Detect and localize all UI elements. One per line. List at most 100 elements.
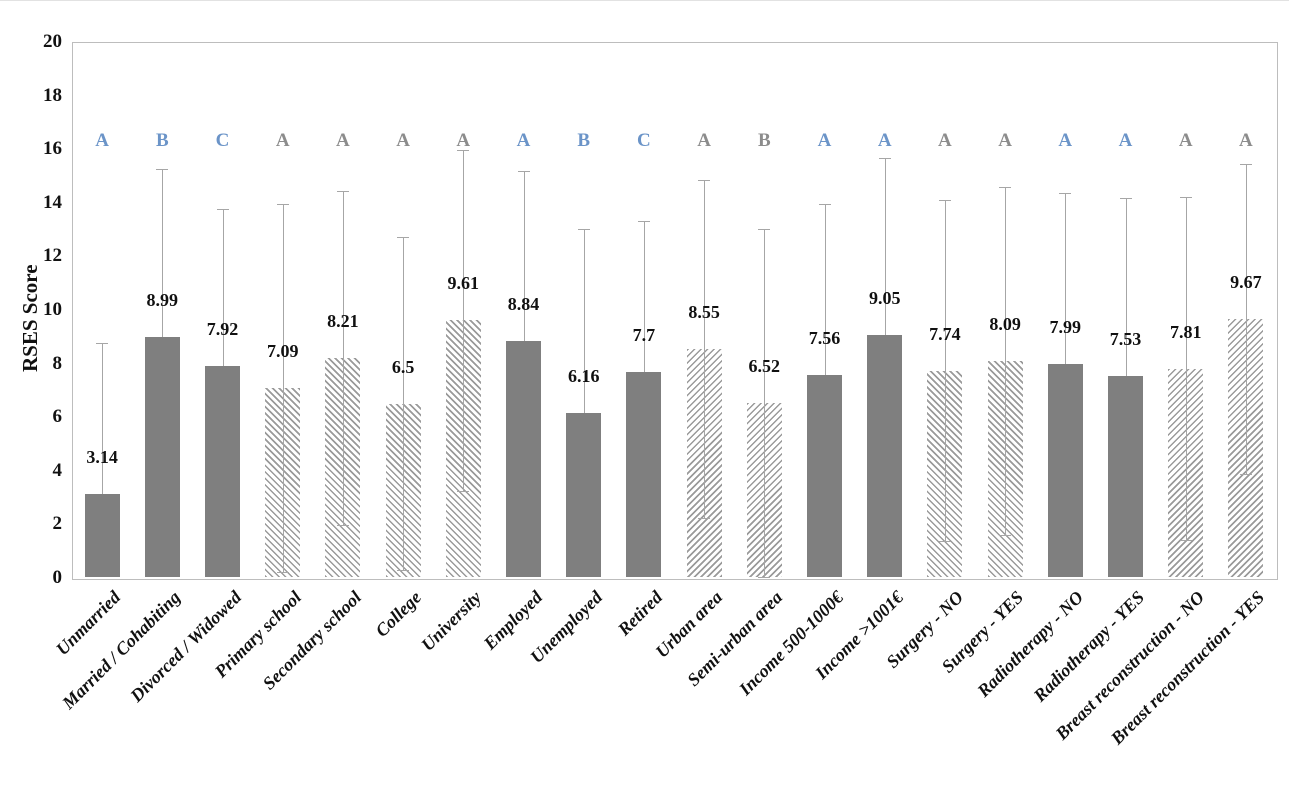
error-bar-cap-bottom: [336, 524, 349, 526]
y-tick-label: 10: [43, 299, 62, 320]
error-bar-cap-bottom: [1239, 473, 1252, 475]
error-bar-cap-top: [517, 170, 530, 172]
bar: [1047, 363, 1083, 577]
error-bar-cap-bottom: [276, 572, 289, 574]
error-bar-line: [342, 191, 344, 525]
significance-letter: A: [516, 130, 531, 151]
bar: [867, 335, 903, 577]
error-bar-cap-top: [637, 221, 650, 223]
error-bar-cap-bottom: [457, 490, 470, 492]
y-tick-label: 16: [43, 138, 62, 160]
value-label: 8.21: [327, 310, 359, 331]
significance-letter: A: [275, 130, 290, 151]
error-bar-cap-top: [1119, 197, 1132, 199]
value-label: 7.92: [206, 318, 239, 339]
error-bar-cap-top: [577, 229, 590, 231]
value-label: 8.09: [989, 314, 1021, 335]
error-bar-line: [643, 221, 645, 372]
significance-letter: A: [817, 130, 832, 151]
error-bar-line: [403, 237, 405, 571]
error-bar-cap-top: [999, 186, 1012, 188]
value-label: 7.53: [1109, 329, 1142, 350]
error-bar-line: [1125, 197, 1127, 377]
error-bar-line: [704, 180, 706, 518]
value-label: 6.5: [391, 356, 415, 377]
bar: [84, 493, 120, 577]
value-label: 6.16: [567, 365, 600, 386]
error-bar-line: [764, 229, 766, 578]
error-bar-cap-top: [96, 342, 109, 344]
value-label: 7.99: [1049, 316, 1082, 337]
y-tick-label: 0: [52, 567, 63, 588]
significance-letter: A: [336, 130, 350, 151]
significance-letter: A: [998, 130, 1012, 151]
bar: [566, 412, 602, 577]
error-bar-line: [824, 203, 826, 376]
value-label: 8.99: [146, 290, 179, 311]
error-bar-cap-top: [818, 203, 831, 205]
error-bar-cap-top: [938, 200, 951, 202]
bar: [1108, 376, 1143, 577]
bar: [626, 371, 662, 577]
significance-letter: C: [637, 130, 651, 151]
error-bar-cap-bottom: [999, 535, 1012, 537]
error-bar-cap-bottom: [1179, 540, 1192, 542]
error-bar-cap-top: [216, 208, 229, 210]
error-bar-line: [523, 170, 525, 342]
error-bar-cap-top: [1059, 193, 1072, 195]
significance-letter: A: [1239, 130, 1253, 151]
error-bar-cap-top: [156, 169, 169, 171]
error-bar-cap-top: [457, 150, 470, 151]
error-bar-line: [944, 200, 946, 541]
significance-letter: A: [1058, 130, 1073, 151]
value-label: 7.74: [929, 323, 961, 344]
error-bar-line: [222, 208, 224, 366]
value-label: 9.61: [447, 273, 480, 294]
bar: [144, 337, 180, 577]
significance-letter: B: [155, 130, 169, 151]
value-label: 3.14: [86, 446, 118, 467]
significance-letter: A: [456, 130, 471, 151]
significance-letter: A: [938, 130, 952, 151]
error-bar-line: [1185, 196, 1187, 541]
significance-letter: A: [697, 130, 711, 151]
significance-letter: A: [877, 130, 892, 151]
significance-letter: A: [1178, 130, 1193, 151]
error-bar-cap-top: [758, 229, 771, 231]
value-label: 7.81: [1169, 321, 1202, 342]
significance-letter: C: [215, 130, 230, 151]
bar: [205, 365, 240, 577]
error-bar-cap-top: [397, 237, 410, 239]
error-bar-cap-bottom: [698, 517, 711, 519]
y-tick-label: 20: [43, 31, 62, 52]
error-bar-cap-top: [336, 191, 349, 192]
error-bar-cap-bottom: [397, 570, 410, 572]
value-label: 7.56: [808, 328, 841, 349]
error-bar-cap-top: [878, 158, 891, 160]
bar: [506, 341, 541, 577]
error-bar-cap-top: [698, 180, 711, 182]
bar: [807, 375, 842, 577]
y-tick-label: 4: [52, 459, 63, 481]
error-bar-line: [463, 150, 465, 491]
value-label: 9.67: [1230, 271, 1262, 292]
y-tick-label: 2: [52, 513, 63, 535]
error-bar-line: [282, 203, 284, 573]
error-bar-line: [1065, 193, 1067, 364]
value-label: 9.05: [868, 288, 901, 309]
error-bar-cap-top: [1179, 196, 1192, 198]
error-bar-cap-bottom: [938, 541, 951, 543]
y-tick-label: 18: [43, 84, 62, 106]
significance-letter: A: [95, 130, 109, 151]
y-tick-label: 14: [43, 191, 62, 213]
y-tick-label: 8: [52, 352, 63, 374]
value-label: 6.52: [748, 356, 781, 377]
value-label: 7.7: [632, 324, 656, 345]
significance-letter: A: [1118, 130, 1133, 151]
significance-letter: B: [577, 130, 591, 151]
error-bar-line: [1245, 163, 1247, 474]
significance-letter: A: [396, 130, 410, 151]
value-label: 8.84: [507, 294, 540, 315]
error-bar-line: [102, 342, 104, 494]
